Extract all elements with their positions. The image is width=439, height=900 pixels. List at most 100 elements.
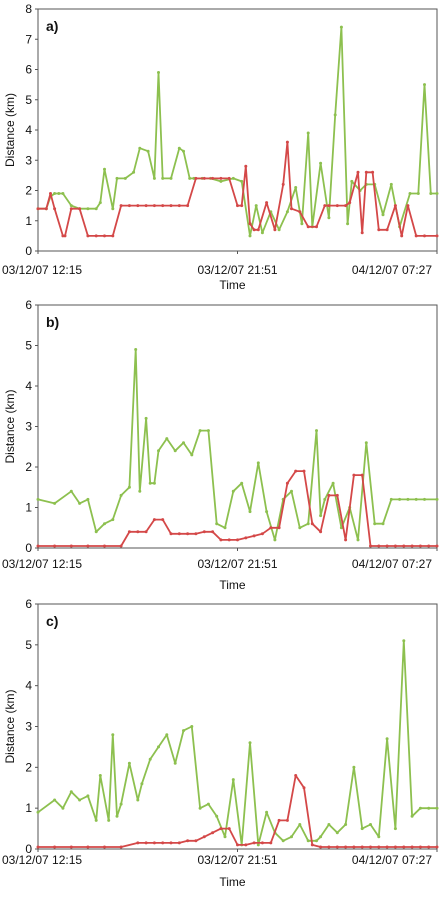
data-point-red [435, 845, 439, 849]
data-point-green [339, 526, 343, 530]
data-point-green [127, 485, 131, 489]
data-point-red [186, 839, 190, 843]
y-tick-label: 0 [25, 541, 32, 555]
data-point-green [352, 765, 356, 769]
data-point-green [115, 814, 119, 818]
x-tick-label: 03/12/07 12:15 [2, 853, 82, 867]
y-tick-label: 1 [25, 214, 32, 228]
data-point-green [346, 222, 350, 226]
data-point-red [356, 170, 360, 174]
data-point-green [223, 526, 227, 530]
data-point-red [427, 845, 431, 849]
data-point-green [254, 204, 258, 208]
data-point-red [69, 544, 73, 548]
data-point-red [63, 234, 67, 238]
data-point-red [94, 234, 98, 238]
data-point-green [256, 461, 260, 465]
data-point-red [44, 207, 48, 211]
data-point-green [265, 510, 269, 514]
data-point-red [306, 225, 310, 229]
data-point-green [165, 733, 169, 737]
data-point-green [285, 210, 289, 214]
data-point-green [319, 161, 323, 165]
data-point-red [252, 228, 256, 232]
data-point-red [360, 473, 364, 477]
data-point-green [277, 228, 281, 232]
data-point-red [360, 845, 364, 849]
data-point-green [327, 823, 331, 826]
data-point-red [61, 234, 65, 238]
data-point-green [240, 179, 244, 183]
data-point-red [393, 845, 397, 849]
data-point-green [111, 733, 115, 737]
data-point-green [69, 489, 73, 493]
data-point-green [182, 441, 185, 445]
data-point-green [132, 170, 136, 174]
data-point-green [223, 835, 227, 839]
data-point-green [78, 501, 82, 505]
data-point-green [240, 481, 244, 485]
data-point-red [36, 544, 40, 548]
data-point-red [427, 544, 431, 548]
data-point-red [352, 845, 356, 849]
data-point-red [69, 845, 73, 849]
data-point-red [344, 538, 348, 542]
data-point-red [352, 473, 356, 477]
data-point-green [273, 538, 277, 542]
data-point-green [140, 782, 144, 786]
data-point-red [418, 544, 422, 548]
data-point-red [319, 845, 323, 849]
data-point-red [86, 544, 90, 548]
y-tick-label: 1 [25, 801, 32, 815]
data-point-red [402, 544, 406, 548]
data-point-red [78, 207, 82, 211]
data-point-green [402, 639, 406, 643]
data-point-green [416, 192, 420, 195]
data-point-red [119, 845, 123, 849]
data-point-green [231, 489, 235, 493]
data-point-red [273, 228, 277, 232]
data-point-red [177, 204, 181, 208]
data-point-green [86, 497, 90, 501]
data-point-red [202, 530, 206, 534]
panel-label: b) [46, 314, 59, 330]
data-point-green [190, 725, 194, 728]
data-point-green [423, 497, 426, 501]
data-point-red [152, 841, 156, 845]
data-point-green [144, 416, 148, 420]
data-point-red [202, 835, 206, 839]
series-line-green [37, 348, 437, 541]
data-point-red [294, 774, 298, 777]
data-point-green [248, 510, 252, 514]
data-point-red [161, 204, 165, 208]
data-point-green [290, 489, 293, 493]
data-point-green [350, 179, 354, 183]
data-point-green [423, 83, 426, 87]
data-point-red [281, 182, 285, 186]
data-point-red [285, 140, 289, 144]
data-point-green [53, 192, 57, 195]
data-point-green [393, 827, 397, 831]
data-point-red [144, 530, 148, 534]
data-point-red [194, 839, 198, 843]
data-point-red [103, 845, 106, 849]
data-point-red [302, 469, 306, 473]
data-point-red [269, 526, 273, 530]
data-point-green [231, 176, 235, 180]
data-point-red [227, 538, 231, 542]
data-point-green [206, 802, 210, 806]
data-point-green [148, 481, 152, 485]
data-point-green [215, 814, 219, 818]
data-point-green [177, 146, 181, 150]
data-point-green [134, 348, 138, 351]
data-point-green [69, 204, 73, 208]
data-point-green [94, 207, 98, 211]
data-point-red [335, 204, 339, 208]
data-point-green [36, 810, 40, 814]
x-axis-label: Time [219, 875, 246, 889]
y-axis-label: Distance (km) [3, 93, 17, 167]
data-point-red [240, 204, 244, 208]
data-point-green [410, 814, 414, 818]
data-point-green [427, 806, 431, 810]
data-point-green [381, 213, 385, 217]
